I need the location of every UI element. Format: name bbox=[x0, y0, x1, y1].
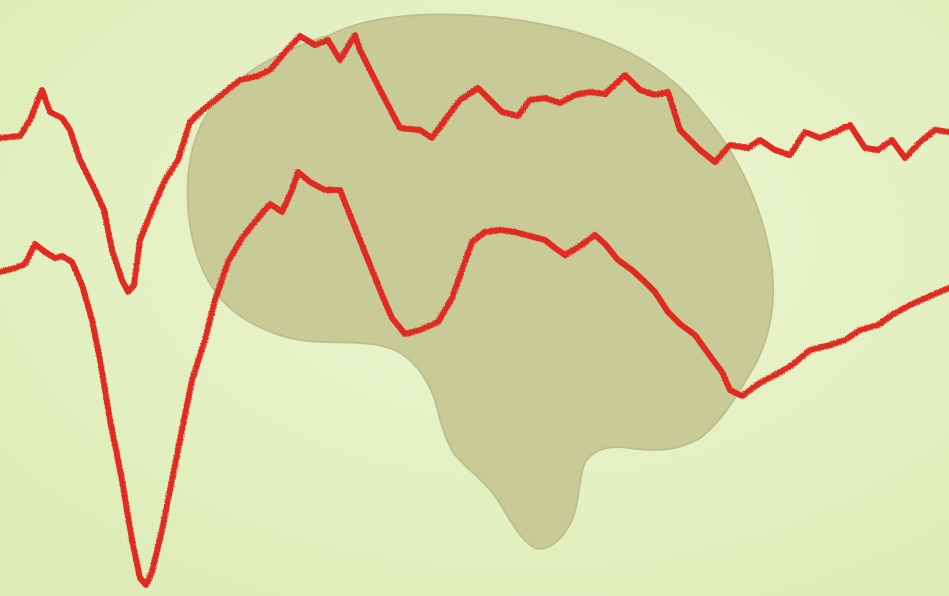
trace-upper bbox=[0, 32, 949, 295]
trace-lower bbox=[0, 169, 949, 588]
brain-silhouette bbox=[186, 13, 775, 550]
